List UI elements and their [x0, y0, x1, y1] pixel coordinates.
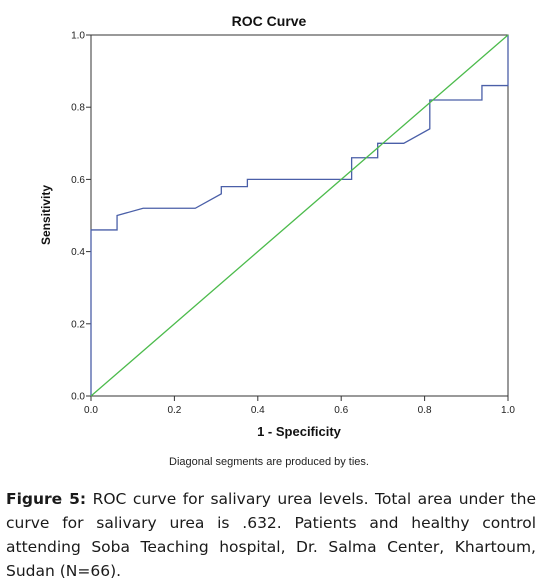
reference-diagonal-line: [90, 34, 509, 397]
y-tick-label: 0.2: [71, 319, 85, 330]
caption-text: ROC curve for salivary urea levels. Tota…: [6, 490, 536, 580]
x-axis-ticks: 0.0 0.2 0.4 0.6 0.8 1.0: [84, 396, 515, 416]
x-tick-label: 0.8: [418, 405, 432, 416]
x-tick-label: 0.6: [334, 405, 348, 416]
x-axis-label: 1 - Specificity: [257, 424, 342, 439]
y-tick-label: 0.4: [71, 247, 85, 258]
caption-label: Figure 5:: [6, 490, 87, 508]
roc-chart: ROC Curve 0.0 0.2 0.4 0.6 0.8 1.0 0.00.20.40.…: [39, 13, 515, 468]
x-tick-label: 0.2: [167, 405, 181, 416]
x-tick-label: 1.0: [501, 405, 515, 416]
plot-frame: [90, 34, 509, 397]
series-group: [90, 34, 509, 397]
chart-footnote: Diagonal segments are produced by ties.: [169, 456, 369, 468]
y-tick-label: 0.8: [71, 103, 85, 114]
y-tick-label: 1.0: [71, 31, 85, 42]
y-axis-ticks: 0.0 0.2 0.4 0.6 0.8 1.0: [71, 31, 91, 403]
y-tick-label: 0.0: [71, 392, 85, 403]
x-tick-label: 0.4: [251, 405, 265, 416]
chart-title: ROC Curve: [232, 13, 307, 29]
x-tick-label: 0.0: [84, 405, 98, 416]
y-tick-label: 0.6: [71, 175, 85, 186]
figure-caption: Figure 5: ROC curve for salivary urea le…: [6, 487, 536, 583]
y-axis-label: Sensitivity: [39, 185, 53, 245]
roc-curve-line: [90, 35, 509, 396]
